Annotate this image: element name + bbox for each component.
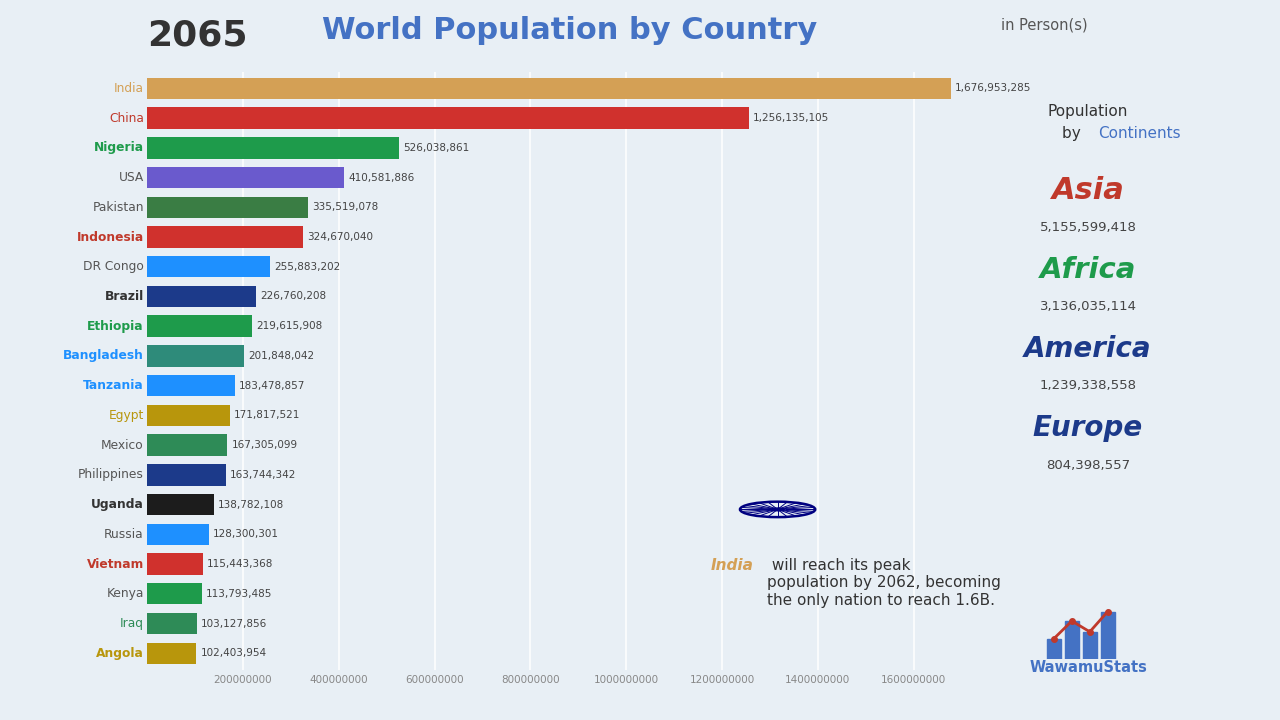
- Text: 255,883,202: 255,883,202: [274, 262, 340, 271]
- Bar: [147, 256, 270, 277]
- Text: Africa: Africa: [1039, 256, 1137, 284]
- Text: 5,155,599,418: 5,155,599,418: [1039, 221, 1137, 234]
- Text: World Population by Country: World Population by Country: [323, 16, 817, 45]
- Bar: [147, 197, 308, 218]
- Text: America: America: [1024, 335, 1152, 363]
- Bar: [147, 315, 252, 337]
- Text: 183,478,857: 183,478,857: [239, 381, 306, 391]
- Text: Uganda: Uganda: [91, 498, 143, 511]
- Circle shape: [771, 508, 785, 510]
- Text: USA: USA: [119, 171, 143, 184]
- Text: will reach its peak
population by 2062, becoming
the only nation to reach 1.6B.: will reach its peak population by 2062, …: [767, 558, 1001, 608]
- Text: Bangladesh: Bangladesh: [63, 349, 143, 362]
- Text: 163,744,342: 163,744,342: [230, 470, 296, 480]
- Bar: [1047, 639, 1061, 659]
- Text: Population: Population: [1048, 104, 1128, 120]
- Text: India: India: [710, 558, 753, 573]
- Text: China: China: [109, 112, 143, 125]
- Bar: [147, 107, 749, 129]
- Bar: [147, 583, 202, 605]
- Text: 113,793,485: 113,793,485: [206, 589, 273, 599]
- Text: 226,760,208: 226,760,208: [260, 292, 326, 302]
- Text: 115,443,368: 115,443,368: [206, 559, 273, 569]
- Text: Iraq: Iraq: [120, 617, 143, 630]
- Text: 167,305,099: 167,305,099: [232, 440, 298, 450]
- Text: 3,136,035,114: 3,136,035,114: [1039, 300, 1137, 313]
- Text: WawamuStats: WawamuStats: [1029, 660, 1147, 675]
- Bar: [1065, 621, 1079, 659]
- Text: Continents: Continents: [1098, 126, 1181, 141]
- Bar: [147, 613, 197, 634]
- Text: by: by: [1062, 126, 1085, 141]
- Text: Nigeria: Nigeria: [93, 141, 143, 154]
- Text: 526,038,861: 526,038,861: [403, 143, 470, 153]
- Bar: [147, 405, 229, 426]
- Text: Vietnam: Vietnam: [87, 557, 143, 570]
- Bar: [147, 286, 256, 307]
- Text: 103,127,856: 103,127,856: [201, 618, 268, 629]
- Bar: [147, 167, 344, 188]
- Text: Ethiopia: Ethiopia: [87, 320, 143, 333]
- Bar: [147, 523, 209, 545]
- Bar: [147, 226, 303, 248]
- Text: 138,782,108: 138,782,108: [218, 500, 284, 510]
- Text: 324,670,040: 324,670,040: [307, 232, 372, 242]
- Text: India: India: [114, 82, 143, 95]
- Bar: [147, 642, 196, 664]
- Text: Mexico: Mexico: [101, 438, 143, 451]
- Text: Indonesia: Indonesia: [77, 230, 143, 243]
- Text: Russia: Russia: [104, 528, 143, 541]
- Text: Pakistan: Pakistan: [92, 201, 143, 214]
- Bar: [147, 137, 399, 158]
- Text: 201,848,042: 201,848,042: [248, 351, 314, 361]
- Bar: [147, 434, 228, 456]
- Text: Europe: Europe: [1033, 414, 1143, 442]
- Text: 102,403,954: 102,403,954: [201, 648, 266, 658]
- Text: Angola: Angola: [96, 647, 143, 660]
- Text: Brazil: Brazil: [105, 290, 143, 303]
- Text: 171,817,521: 171,817,521: [234, 410, 300, 420]
- Text: 335,519,078: 335,519,078: [312, 202, 379, 212]
- Text: 2065: 2065: [147, 18, 248, 52]
- Text: Kenya: Kenya: [106, 588, 143, 600]
- Bar: [147, 494, 214, 516]
- Bar: [1083, 632, 1097, 659]
- Bar: [147, 345, 244, 366]
- Text: in Person(s): in Person(s): [1001, 18, 1088, 33]
- Bar: [147, 464, 225, 485]
- Bar: [147, 554, 202, 575]
- Bar: [147, 375, 236, 397]
- Bar: [147, 78, 951, 99]
- Text: 128,300,301: 128,300,301: [212, 529, 279, 539]
- Text: 1,256,135,105: 1,256,135,105: [753, 113, 829, 123]
- Bar: [1101, 611, 1115, 659]
- Text: 410,581,886: 410,581,886: [348, 173, 415, 183]
- Text: 1,239,338,558: 1,239,338,558: [1039, 379, 1137, 392]
- Text: DR Congo: DR Congo: [83, 260, 143, 274]
- Text: 804,398,557: 804,398,557: [1046, 459, 1130, 472]
- Text: Tanzania: Tanzania: [83, 379, 143, 392]
- Text: Egypt: Egypt: [109, 409, 143, 422]
- Text: Asia: Asia: [1052, 176, 1124, 205]
- Text: 1,676,953,285: 1,676,953,285: [955, 84, 1032, 94]
- Text: Philippines: Philippines: [78, 468, 143, 482]
- Text: 219,615,908: 219,615,908: [256, 321, 323, 331]
